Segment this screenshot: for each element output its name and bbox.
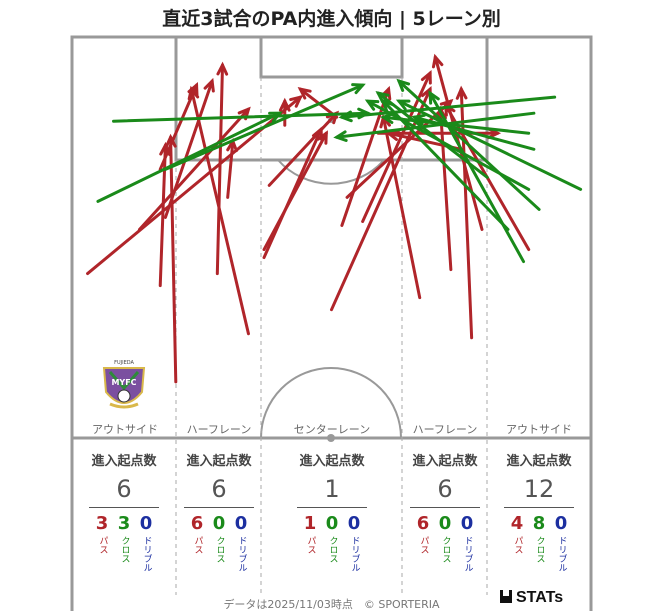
stat-divider [89,507,159,508]
stat-head: 進入起点数 [186,454,252,469]
dribble-label: ドリブル [236,536,247,572]
club-crest-logo: FUJIEDA MYFC [102,360,146,409]
lane-stats-half-left: 進入起点数 6 6 パス 0 クロス 0 ドリブル [178,450,260,572]
cross-arrow [428,90,526,264]
cross-count: 0 [438,513,452,534]
dribble-label: ドリブル [349,536,360,572]
stat-total: 6 [437,475,453,503]
cross-arrow [333,111,536,142]
stat-divider [184,507,254,508]
pass-arrow [379,113,422,300]
pass-label: パス [512,536,523,554]
dribble-label: ドリブル [462,536,473,572]
stat-total: 1 [324,475,340,503]
pass-count: 1 [303,513,317,534]
pass-count: 4 [510,513,524,534]
lane-stats-outside-left: 進入起点数 6 3 パス 3 クロス 0 ドリブル [82,450,166,572]
stat-breakdown: 4 パス 8 クロス 0 ドリブル [493,513,585,573]
dribble-count: 0 [347,513,361,534]
dribble-count: 0 [139,513,153,534]
pass-label: パス [418,536,429,554]
pass-arrow [215,61,229,276]
stat-total: 6 [116,475,132,503]
chart-title: 直近3試合のPA内進入傾向 | 5レーン別 [162,8,501,30]
dribble-label: ドリブル [141,536,152,572]
stat-breakdown: 6 パス 0 クロス 0 ドリブル [403,513,487,573]
cross-arrow [163,83,366,171]
brand-mark-icon [500,590,512,603]
pass-count: 6 [416,513,430,534]
pass-arrow [158,81,199,171]
stat-total: 12 [523,475,555,503]
stat-breakdown: 1 パス 0 クロス 0 ドリブル [262,513,402,573]
cross-count: 0 [212,513,226,534]
stat-total: 6 [211,475,227,503]
footer-note: データは2025/11/03時点 © SPORTERIA [223,598,440,611]
lane-label-half-right: ハーフレーン [412,423,478,436]
pass-arrow [262,126,323,260]
stat-breakdown: 6 パス 0 クロス 0 ドリブル [178,513,260,573]
cross-arrow [338,95,557,123]
dribble-count: 0 [234,513,248,534]
stat-head: 進入起点数 [299,454,365,469]
stat-divider [297,507,367,508]
pass-count: 3 [95,513,109,534]
dribble-count: 0 [554,513,568,534]
cross-arrow [379,112,531,135]
cross-label: クロス [534,536,545,563]
pass-arrow [164,133,178,384]
pass-label: パス [192,536,203,554]
stat-head: 進入起点数 [412,454,478,469]
cross-arrow [395,99,583,191]
goal-area [259,35,404,79]
pass-label: パス [305,536,316,554]
brand-logo: STATs [500,589,563,607]
pass-arrow [361,69,432,223]
center-circle [260,367,402,439]
pitch-lines [70,35,593,611]
stat-divider [410,507,480,508]
cross-count: 0 [325,513,339,534]
lane-label-half-left: ハーフレーン [186,423,252,436]
pass-count: 6 [190,513,204,534]
pass-arrow [278,97,291,127]
pass-label: パス [97,536,108,554]
cross-label: クロス [440,536,451,563]
cross-label: クロス [214,536,225,563]
cross-arrow [380,98,510,231]
lane-stats-center: 進入起点数 1 1 パス 0 クロス 0 ドリブル [262,450,402,572]
arrow-layer [86,53,583,384]
lane-label-outside-right: アウトサイド [506,423,572,436]
stat-head: 進入起点数 [506,454,572,469]
cross-label: クロス [327,536,338,563]
pass-arrow [226,137,238,199]
cross-arrow [396,78,541,211]
cross-arrow [364,99,531,191]
svg-text:FUJIEDA: FUJIEDA [114,360,134,366]
dribble-label: ドリブル [556,536,567,572]
svg-text:MYFC: MYFC [111,378,136,387]
stat-divider [504,507,574,508]
cross-count: 3 [117,513,131,534]
cross-count: 8 [532,513,546,534]
center-spot [327,434,335,442]
lane-label-center: センターレーン [293,423,371,436]
cross-label: クロス [119,536,130,563]
penalty-arc [277,159,385,185]
cross-arrow [96,111,283,203]
lane-label-outside-left: アウトサイド [92,423,158,436]
stat-head: 進入起点数 [91,454,157,469]
pass-arrow [163,77,215,219]
lane-stats-half-right: 進入起点数 6 6 パス 0 クロス 0 ドリブル [403,450,487,572]
stat-breakdown: 3 パス 3 クロス 0 ドリブル [82,513,166,573]
dribble-count: 0 [460,513,474,534]
pass-arrow [262,130,328,252]
brand-text: STATs [516,589,564,606]
lane-stats-outside-right: 進入起点数 12 4 パス 8 クロス 0 ドリブル [493,450,585,572]
pass-arrow [137,106,251,231]
